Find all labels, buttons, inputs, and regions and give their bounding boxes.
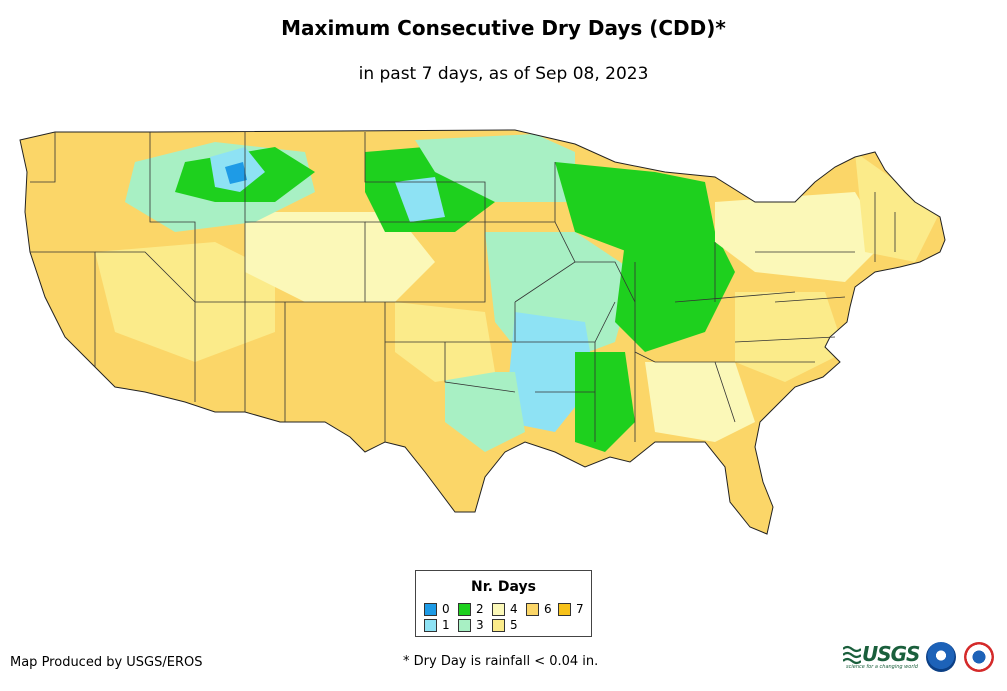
legend-item-2: 2 bbox=[458, 602, 484, 616]
legend: Nr. Days 0 1 2 3 4 5 6 7 bbox=[415, 570, 592, 637]
legend-label-7: 7 bbox=[576, 602, 584, 616]
map-fill bbox=[20, 130, 945, 534]
legend-item-3: 3 bbox=[458, 618, 484, 632]
legend-item-6: 6 bbox=[526, 602, 552, 616]
legend-label-2: 2 bbox=[476, 602, 484, 616]
map-title: Maximum Consecutive Dry Days (CDD)* bbox=[281, 16, 726, 40]
legend-swatch-4 bbox=[492, 602, 505, 616]
us-dry-days-map bbox=[19, 129, 946, 535]
legend-item-5: 5 bbox=[492, 618, 518, 632]
dry-day-note: * Dry Day is rainfall < 0.04 in. bbox=[403, 654, 599, 669]
legend-item-1: 1 bbox=[424, 618, 450, 632]
legend-item-7: 7 bbox=[558, 602, 584, 616]
noaa-seal-icon[interactable] bbox=[926, 642, 956, 672]
legend-swatch-2 bbox=[458, 602, 471, 616]
legend-swatch-7 bbox=[558, 602, 571, 616]
legend-swatch-5 bbox=[492, 618, 505, 632]
legend-swatch-3 bbox=[458, 618, 471, 632]
legend-item-0: 0 bbox=[424, 602, 450, 616]
nws-seal-icon[interactable] bbox=[964, 642, 994, 672]
usgs-wave-icon bbox=[843, 645, 861, 665]
legend-label-1: 1 bbox=[442, 618, 450, 632]
legend-label-4: 4 bbox=[510, 602, 518, 616]
legend-swatch-6 bbox=[526, 602, 539, 616]
legend-swatch-0 bbox=[424, 602, 437, 616]
state-borders bbox=[30, 132, 896, 442]
map-subtitle: in past 7 days, as of Sep 08, 2023 bbox=[358, 64, 649, 84]
map-credit: Map Produced by USGS/EROS bbox=[10, 655, 203, 670]
usgs-tagline: science for a changing world bbox=[846, 664, 918, 670]
legend-swatch-1 bbox=[424, 618, 437, 632]
legend-item-4: 4 bbox=[492, 602, 518, 616]
us-outline bbox=[19, 129, 946, 535]
legend-label-5: 5 bbox=[510, 618, 518, 632]
legend-label-0: 0 bbox=[442, 602, 450, 616]
legend-label-3: 3 bbox=[476, 618, 484, 632]
usgs-wordmark: USGS bbox=[862, 642, 920, 666]
legend-title: Nr. Days bbox=[471, 579, 536, 595]
legend-label-6: 6 bbox=[544, 602, 552, 616]
